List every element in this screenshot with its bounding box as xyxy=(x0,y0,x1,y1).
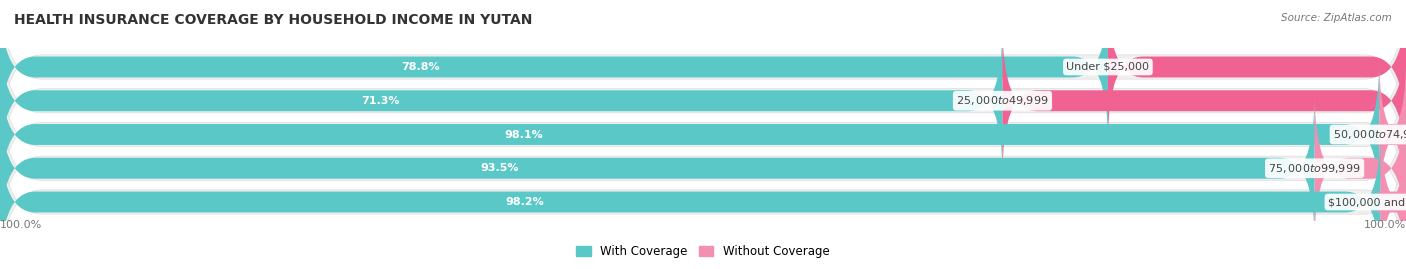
FancyBboxPatch shape xyxy=(0,128,1381,269)
Text: 71.3%: 71.3% xyxy=(361,96,401,106)
FancyBboxPatch shape xyxy=(0,0,1406,156)
Text: Source: ZipAtlas.com: Source: ZipAtlas.com xyxy=(1281,13,1392,23)
Text: $50,000 to $74,999: $50,000 to $74,999 xyxy=(1333,128,1406,141)
FancyBboxPatch shape xyxy=(1315,94,1406,242)
Text: $75,000 to $99,999: $75,000 to $99,999 xyxy=(1268,162,1361,175)
FancyBboxPatch shape xyxy=(1371,128,1406,269)
FancyBboxPatch shape xyxy=(0,0,1108,141)
Text: 100.0%: 100.0% xyxy=(1364,220,1406,229)
Text: 100.0%: 100.0% xyxy=(0,220,42,229)
Text: 78.8%: 78.8% xyxy=(402,62,440,72)
FancyBboxPatch shape xyxy=(0,12,1406,190)
FancyBboxPatch shape xyxy=(1002,27,1406,175)
Text: 98.2%: 98.2% xyxy=(505,197,544,207)
FancyBboxPatch shape xyxy=(0,94,1315,242)
FancyBboxPatch shape xyxy=(0,79,1406,257)
FancyBboxPatch shape xyxy=(0,27,1002,175)
Text: $100,000 and over: $100,000 and over xyxy=(1327,197,1406,207)
Text: Under $25,000: Under $25,000 xyxy=(1066,62,1150,72)
Legend: With Coverage, Without Coverage: With Coverage, Without Coverage xyxy=(572,240,834,263)
FancyBboxPatch shape xyxy=(0,45,1406,224)
Text: 93.5%: 93.5% xyxy=(481,163,519,173)
Text: $25,000 to $49,999: $25,000 to $49,999 xyxy=(956,94,1049,107)
FancyBboxPatch shape xyxy=(1371,61,1406,208)
Text: HEALTH INSURANCE COVERAGE BY HOUSEHOLD INCOME IN YUTAN: HEALTH INSURANCE COVERAGE BY HOUSEHOLD I… xyxy=(14,13,533,27)
FancyBboxPatch shape xyxy=(0,61,1379,208)
Text: 98.1%: 98.1% xyxy=(505,129,544,140)
FancyBboxPatch shape xyxy=(0,113,1406,269)
FancyBboxPatch shape xyxy=(1108,0,1406,141)
